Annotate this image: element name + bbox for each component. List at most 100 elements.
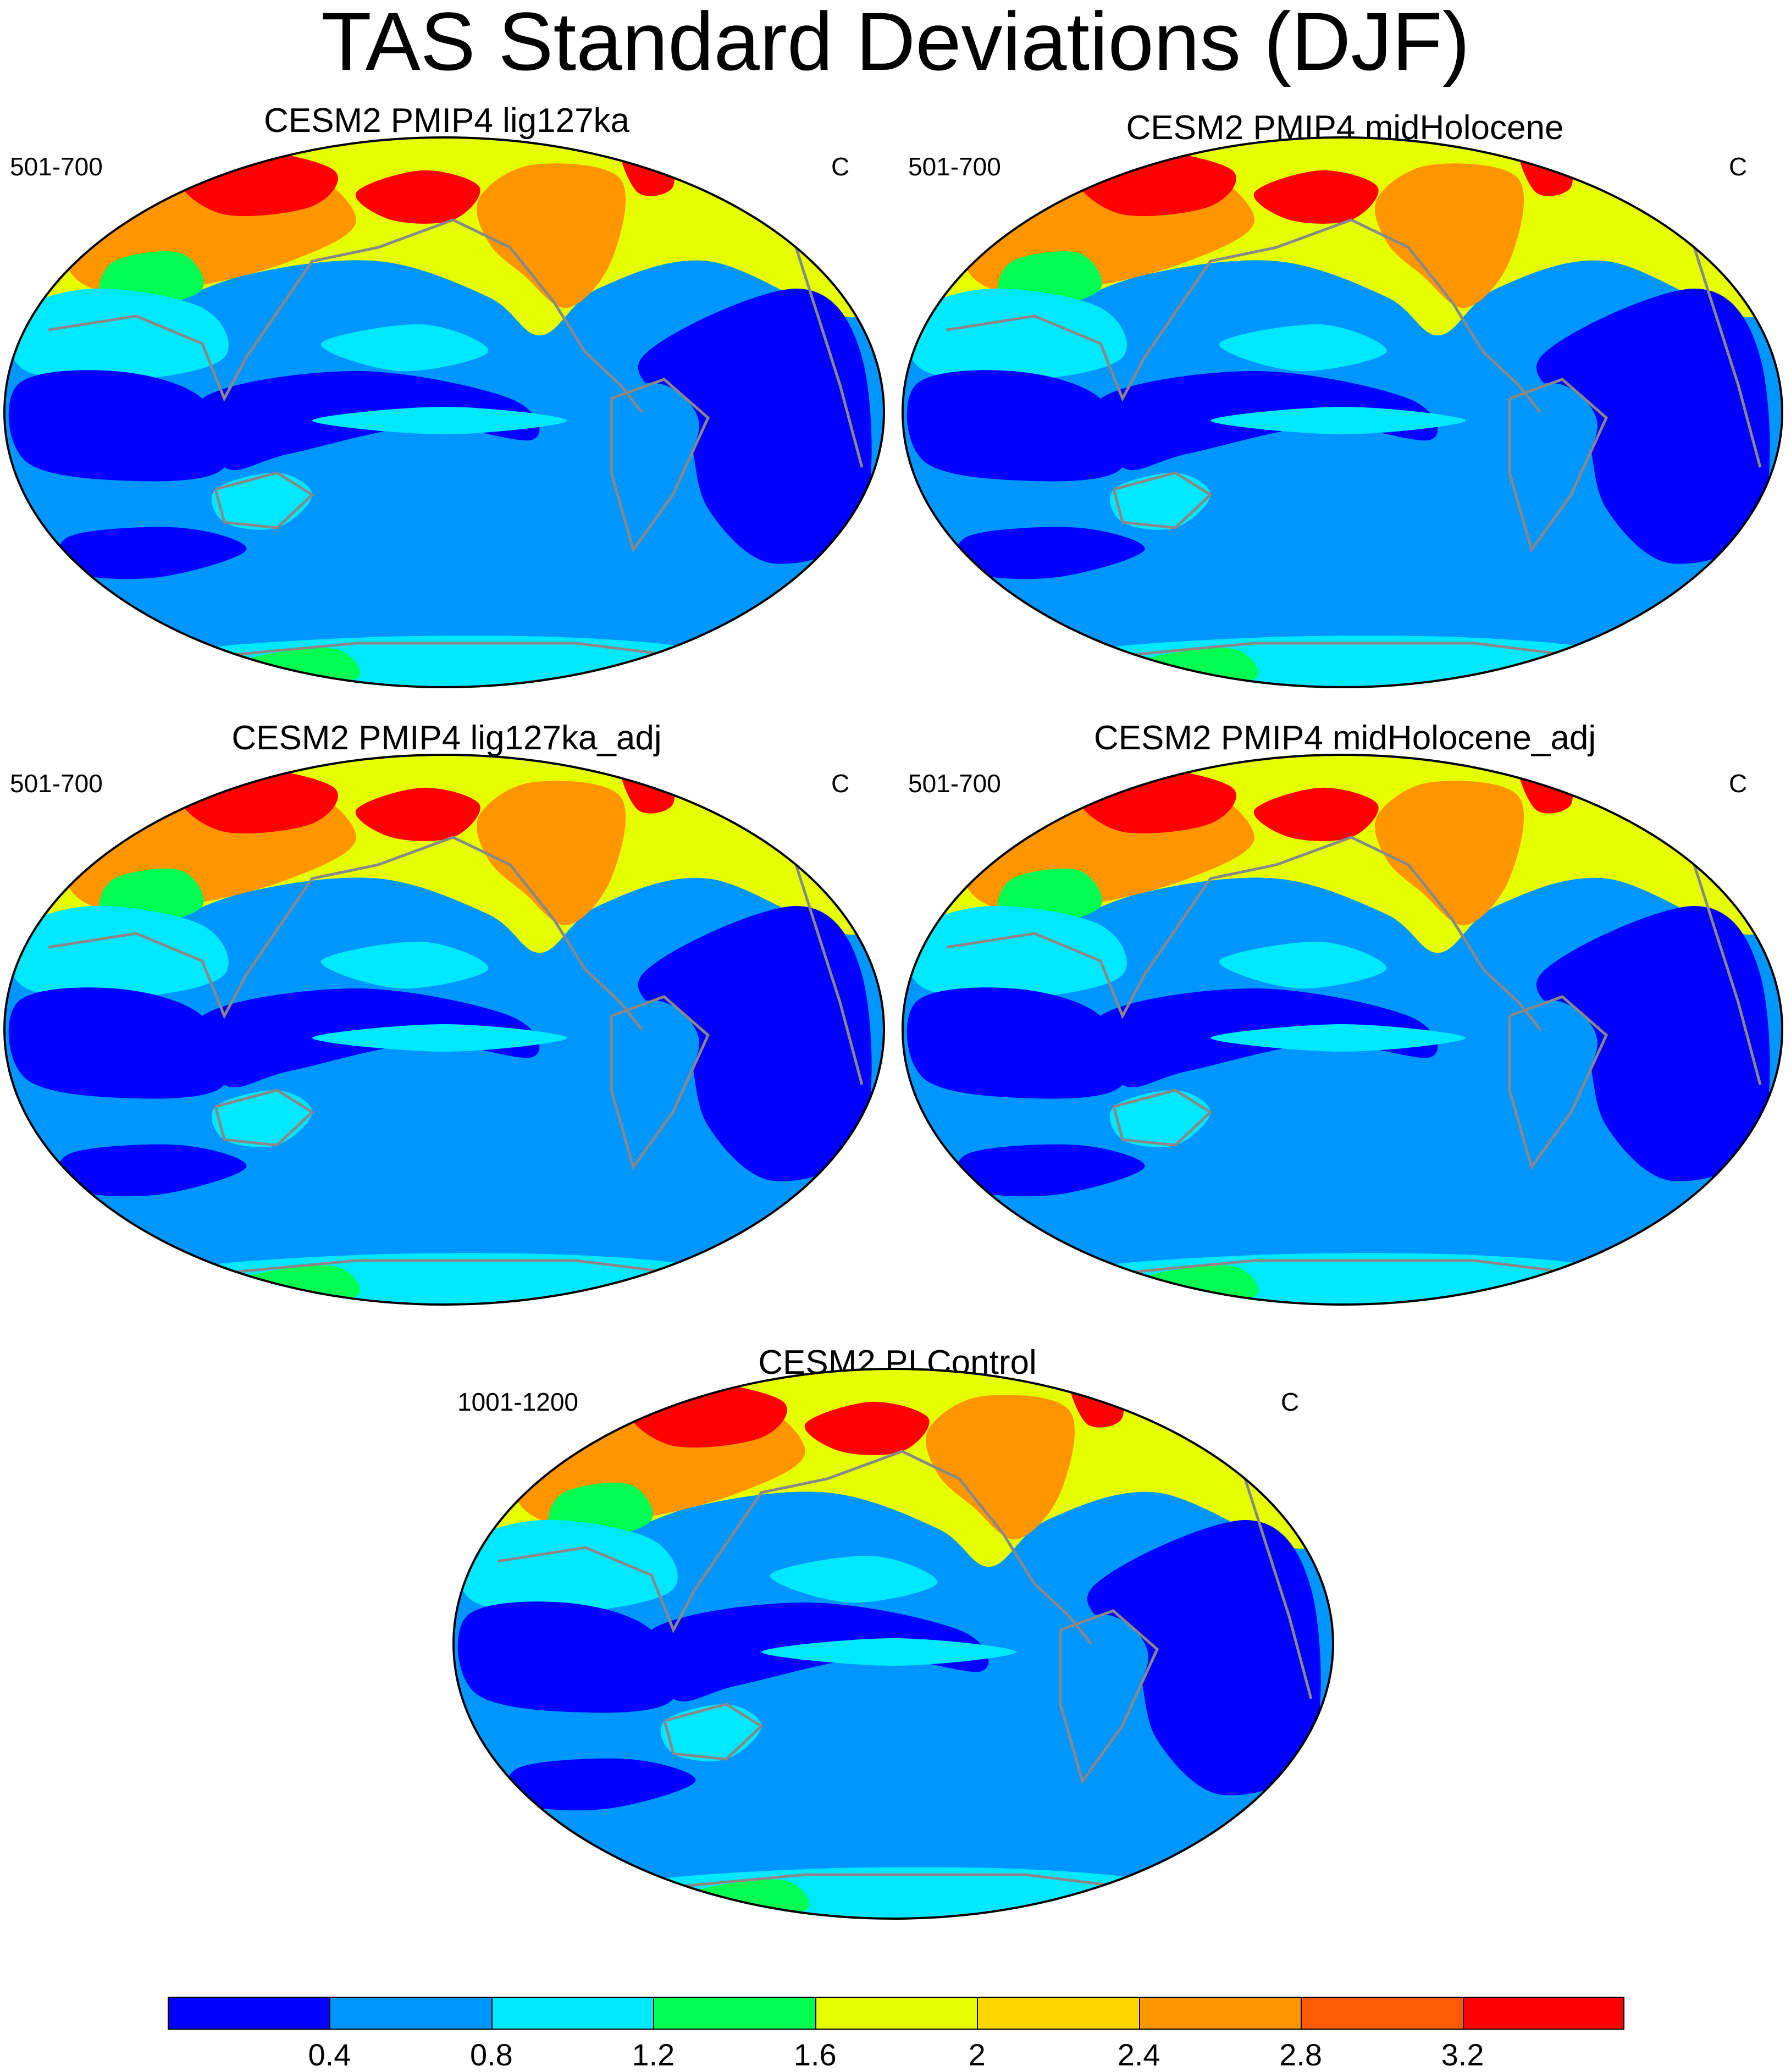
contour-region — [997, 251, 1102, 308]
ocean-background — [903, 137, 1782, 687]
contour-region — [477, 781, 626, 926]
contour-region — [8, 987, 228, 1099]
contour-region — [638, 906, 872, 1181]
coastline — [1078, 1259, 1607, 1279]
contour-region — [1092, 371, 1438, 471]
contour-region — [905, 288, 1127, 381]
contour-region — [1517, 755, 1573, 814]
contour-region — [1092, 988, 1438, 1088]
colorbar-swatch — [1462, 1997, 1624, 2030]
contour-region — [638, 289, 872, 564]
contour-region — [1375, 781, 1524, 926]
colorbar-tick-label: 2.8 — [1279, 2037, 1323, 2072]
coastline — [729, 164, 864, 468]
panel-title: CESM2 PMIP4 lig127ka_adj — [231, 719, 662, 757]
contour-region — [965, 780, 1254, 910]
contour-region — [1375, 163, 1524, 308]
coastline — [1112, 471, 1213, 529]
contour-region — [211, 472, 312, 530]
contour-region — [1210, 407, 1466, 434]
panel-units-label: C — [831, 769, 850, 798]
colorbar-swatch — [1138, 1997, 1301, 2030]
colorbar-tick-label: 2 — [968, 2037, 986, 2072]
contour-region — [1536, 289, 1770, 564]
ocean-background — [4, 137, 884, 687]
contour-region — [242, 648, 360, 684]
contour-region — [919, 137, 1777, 336]
colorbar-swatch — [329, 1997, 491, 2030]
contour-region — [99, 868, 204, 926]
panel-years-label: 501-700 — [10, 152, 103, 181]
map-border — [3, 136, 885, 688]
colorbar-tick-label: 2.4 — [1117, 2037, 1160, 2072]
contour-region — [1536, 906, 1770, 1181]
contour-region — [643, 1603, 989, 1702]
contour-region — [312, 407, 567, 434]
coastline — [497, 1450, 1092, 1645]
colorbar-swatch — [491, 1997, 654, 2030]
contour-region — [1141, 648, 1258, 684]
coastline — [629, 1873, 1158, 1893]
panel-title: CESM2 PMIP4 lig127ka — [263, 102, 630, 140]
contour-region — [58, 527, 247, 579]
contour-region — [619, 755, 675, 814]
contour-region — [470, 1369, 1328, 1567]
contour-region — [507, 1758, 696, 1811]
contour-region — [956, 527, 1145, 579]
figure-title: TAS Standard Deviations (DJF) — [321, 0, 1470, 87]
contour-region — [320, 941, 489, 989]
coastline — [1627, 781, 1762, 1085]
map-border — [902, 136, 1783, 688]
coastline — [1508, 378, 1608, 553]
contour-region — [477, 163, 626, 308]
contour-region — [905, 905, 1127, 998]
contour-region — [1078, 151, 1236, 217]
contour-region — [67, 780, 357, 910]
contour-region — [606, 383, 699, 537]
map-border — [452, 1368, 1334, 1920]
contour-region — [312, 1024, 567, 1052]
coastline — [729, 781, 864, 1085]
panel-units-label: C — [1729, 152, 1748, 181]
contour-region — [660, 1704, 761, 1761]
contour-region — [242, 1265, 360, 1301]
coastline — [180, 1259, 709, 1279]
contour-region — [194, 988, 540, 1088]
colorbar-tick-label: 1.6 — [793, 2037, 837, 2072]
contour-region — [1253, 787, 1379, 841]
contour-region — [770, 1555, 938, 1603]
map-border — [3, 754, 885, 1306]
contour-region — [629, 1867, 1157, 1919]
contour-region — [355, 787, 480, 841]
coastline — [610, 378, 710, 553]
contour-region — [1141, 1265, 1258, 1301]
contour-region — [692, 1879, 809, 1915]
contour-region — [804, 1401, 930, 1455]
contour-region — [965, 162, 1254, 293]
coastline — [1178, 1395, 1313, 1699]
contour-region — [99, 251, 204, 308]
colorbar-swatch — [815, 1997, 977, 2030]
contour-region — [548, 1482, 653, 1540]
contour-region — [1078, 768, 1236, 834]
contour-region — [997, 868, 1102, 926]
contour-region — [8, 370, 228, 482]
colorbar-swatch — [1301, 1997, 1463, 2030]
panel-years-label: 501-700 — [10, 769, 103, 798]
contour-region — [926, 1395, 1075, 1540]
contour-region — [956, 1144, 1145, 1197]
colorbar-swatch — [653, 1997, 815, 2030]
contour-region — [21, 755, 878, 953]
contour-region — [320, 324, 489, 372]
contour-region — [7, 288, 229, 381]
colorbar-tick-label: 0.8 — [469, 2037, 513, 2072]
ocean-background — [903, 755, 1782, 1305]
contour-region — [180, 636, 708, 687]
contour-region — [1505, 1000, 1597, 1154]
coastline — [1059, 1609, 1159, 1784]
ocean-background — [4, 755, 884, 1305]
